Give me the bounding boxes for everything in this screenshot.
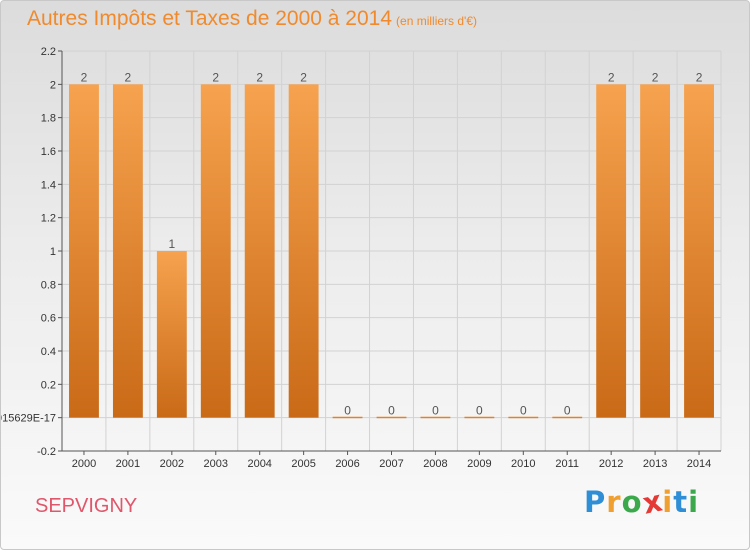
x-tick-label: 2010 [511, 458, 535, 470]
logo-letter: i [688, 485, 700, 519]
x-tick-label: 2004 [247, 458, 271, 470]
bar-2011 [552, 416, 583, 419]
data-label: 0 [388, 404, 395, 418]
x-tick-label: 2013 [643, 458, 667, 470]
logo-letter: r [606, 485, 622, 519]
data-label: 0 [476, 404, 483, 418]
axes: -0.2 -1.5265566588595915629E-17 0.2 0.4 0.6 0… [1, 46, 721, 470]
data-label: 2 [212, 70, 219, 84]
y-tick-label: 0.8 [41, 279, 56, 291]
bar-2013 [640, 84, 671, 418]
y-tick-label: 0.6 [41, 313, 56, 325]
y-tick-label: 1.4 [41, 179, 56, 191]
y-tick-label: 1.6 [41, 146, 56, 158]
data-label: 0 [432, 404, 439, 418]
logo-letter: o [621, 485, 643, 519]
data-labels: 2 2 1 2 2 2 0 0 0 0 0 0 2 2 2 [81, 70, 703, 417]
data-label: 2 [81, 70, 88, 84]
bar-2012 [596, 84, 627, 418]
bar-2009 [464, 416, 495, 419]
x-tick-label: 2002 [160, 458, 184, 470]
chart-subtitle: (en milliers d'€) [396, 14, 478, 28]
chart-title-text: Autres Impôts et Taxes de 2000 à 2014 [27, 7, 393, 30]
proxiti-logo[interactable]: Proxiti [584, 483, 700, 520]
bar-2004 [244, 84, 275, 418]
data-label: 0 [344, 404, 351, 418]
y-tick-label: -1.5265566588595915629E-17 [1, 413, 56, 425]
x-tick-label: 2012 [599, 458, 623, 470]
bar-2014 [684, 84, 714, 418]
x-tick-label: 2014 [687, 458, 711, 470]
data-label: 1 [168, 237, 175, 251]
data-label: 2 [300, 70, 307, 84]
logo-letter: i [662, 485, 674, 519]
x-tick-label: 2007 [379, 458, 403, 470]
bar-2000 [69, 84, 99, 418]
y-tick-label: 2 [50, 79, 56, 91]
data-label: 0 [564, 404, 571, 418]
x-tick-label: 2005 [291, 458, 315, 470]
chart-title: Autres Impôts et Taxes de 2000 à 2014 (en… [27, 7, 477, 31]
bars [69, 84, 714, 419]
logo-letter: P [584, 485, 607, 519]
x-tick-label: 2011 [555, 458, 579, 470]
commune-name: SEPVIGNY [35, 495, 138, 517]
data-label: 2 [696, 70, 703, 84]
logo-letter: t [673, 485, 689, 519]
data-label: 0 [520, 404, 527, 418]
x-tick-label: 2000 [72, 458, 96, 470]
x-tick-label: 2003 [204, 458, 228, 470]
bar-2008 [420, 416, 451, 419]
bar-2010 [508, 416, 539, 419]
y-tick-label: 1 [50, 246, 56, 258]
y-tick-label: -0.2 [37, 446, 56, 458]
y-tick-label: 1.2 [41, 213, 56, 225]
bar-2002 [156, 251, 187, 418]
y-tick-label: 1.8 [41, 113, 56, 125]
data-label: 2 [608, 70, 615, 84]
data-label: 2 [652, 70, 659, 84]
data-label: 2 [125, 70, 132, 84]
x-tick-label: 2009 [467, 458, 491, 470]
x-tick-label: 2008 [423, 458, 447, 470]
y-tick-label: 2.2 [41, 46, 56, 58]
y-tick-label: 0.2 [41, 379, 56, 391]
bar-2001 [112, 84, 143, 418]
bar-2007 [376, 416, 407, 419]
x-tick-label: 2006 [335, 458, 359, 470]
x-tick-label: 2001 [116, 458, 140, 470]
bar-2006 [332, 416, 363, 419]
bar-2003 [200, 84, 231, 418]
y-tick-label: 0.4 [41, 346, 56, 358]
bar-2005 [288, 84, 319, 418]
data-label: 2 [256, 70, 263, 84]
